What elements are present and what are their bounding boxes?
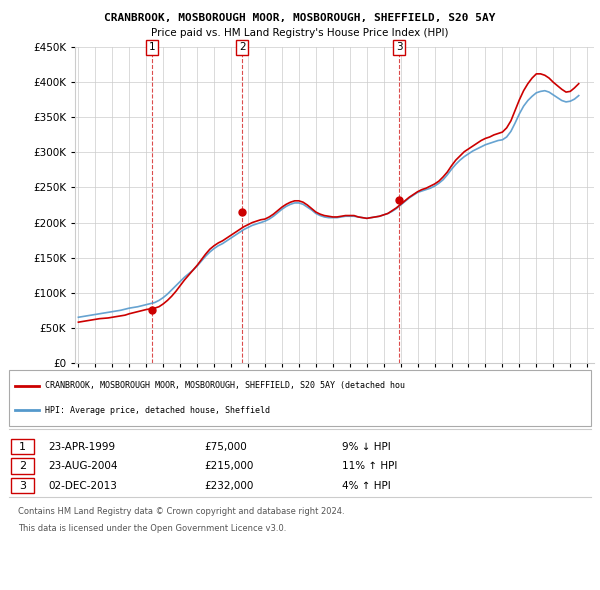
Text: 9% ↓ HPI: 9% ↓ HPI: [342, 442, 391, 451]
Text: Price paid vs. HM Land Registry's House Price Index (HPI): Price paid vs. HM Land Registry's House …: [151, 28, 449, 38]
Text: 11% ↑ HPI: 11% ↑ HPI: [342, 461, 397, 471]
Text: This data is licensed under the Open Government Licence v3.0.: This data is licensed under the Open Gov…: [18, 524, 286, 533]
Text: 1: 1: [19, 442, 26, 451]
Text: 2: 2: [239, 42, 246, 52]
Text: 23-AUG-2004: 23-AUG-2004: [48, 461, 118, 471]
Text: £232,000: £232,000: [204, 481, 253, 490]
Text: 1: 1: [149, 42, 155, 52]
Text: 02-DEC-2013: 02-DEC-2013: [48, 481, 117, 490]
Text: £75,000: £75,000: [204, 442, 247, 451]
Text: 2: 2: [19, 461, 26, 471]
Text: 4% ↑ HPI: 4% ↑ HPI: [342, 481, 391, 490]
Text: Contains HM Land Registry data © Crown copyright and database right 2024.: Contains HM Land Registry data © Crown c…: [18, 507, 344, 516]
Text: £215,000: £215,000: [204, 461, 253, 471]
Text: 3: 3: [19, 481, 26, 490]
Text: CRANBROOK, MOSBOROUGH MOOR, MOSBOROUGH, SHEFFIELD, S20 5AY (detached hou: CRANBROOK, MOSBOROUGH MOOR, MOSBOROUGH, …: [45, 381, 405, 390]
Text: 23-APR-1999: 23-APR-1999: [48, 442, 115, 451]
Text: HPI: Average price, detached house, Sheffield: HPI: Average price, detached house, Shef…: [45, 406, 270, 415]
Text: 3: 3: [396, 42, 403, 52]
Text: CRANBROOK, MOSBOROUGH MOOR, MOSBOROUGH, SHEFFIELD, S20 5AY: CRANBROOK, MOSBOROUGH MOOR, MOSBOROUGH, …: [104, 13, 496, 23]
